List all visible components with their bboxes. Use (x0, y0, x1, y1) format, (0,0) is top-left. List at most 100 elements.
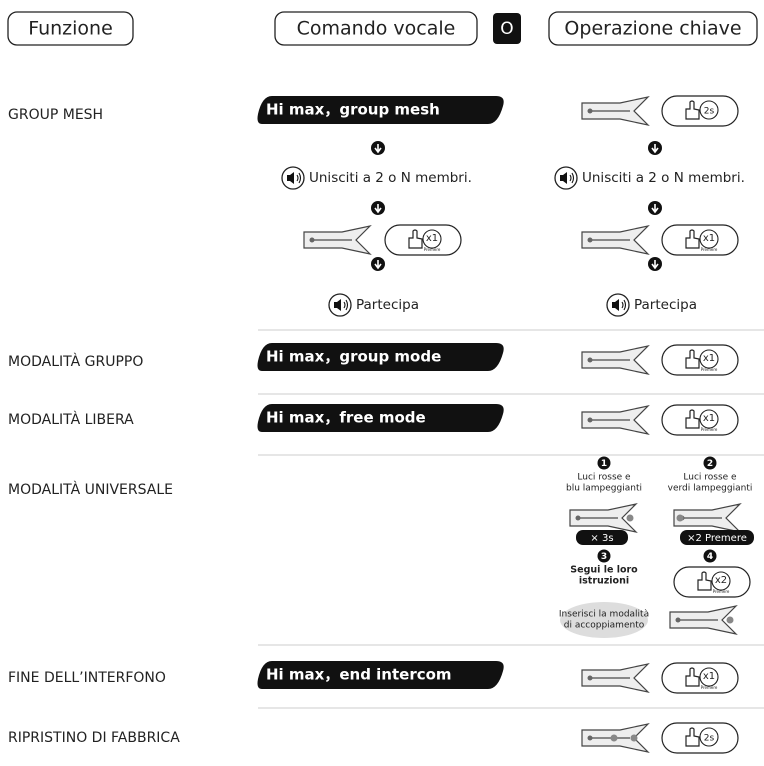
header-box (7, 11, 134, 46)
device-dot (630, 734, 638, 742)
press-circle (699, 349, 719, 369)
press-count: x1 (703, 353, 715, 364)
button-icon (661, 662, 739, 694)
hand-icon (685, 409, 700, 429)
speaker-waves (296, 172, 302, 184)
hold-label: 2s (704, 107, 715, 117)
device-led (587, 108, 593, 114)
hand-icon (685, 229, 700, 249)
pairing-text: di accoppiamento (564, 621, 645, 631)
button-icon (384, 224, 462, 256)
press-label: Premere (713, 589, 730, 594)
device-dot (726, 616, 734, 624)
arrow-down (374, 260, 382, 270)
step-number: 4 (707, 552, 713, 562)
press-count: x1 (703, 413, 715, 424)
voice-command: Hi max，group mesh (266, 101, 440, 119)
badge (576, 530, 628, 545)
speaker-icon (334, 299, 341, 311)
device-led (587, 417, 593, 423)
press-circle (699, 727, 719, 747)
device-icon (669, 604, 738, 636)
step-text: Unisciti a 2 o N membri. (582, 170, 745, 186)
device-led (587, 357, 593, 363)
speaker-waves (343, 299, 349, 311)
voice-pill (257, 404, 504, 432)
step-text: Segui le loro (570, 565, 638, 576)
press-circle (699, 100, 719, 120)
function-label: GROUP MESH (8, 107, 103, 123)
press-circle (699, 409, 719, 429)
device-led (587, 735, 593, 741)
press-label: Premere (424, 247, 441, 252)
device-icon (581, 722, 650, 754)
step-number-circle (703, 549, 717, 563)
badge-text: ×2 Premere (687, 533, 747, 544)
step-number-circle (597, 549, 611, 563)
device-icon (581, 344, 650, 376)
press-label: Premere (701, 685, 718, 690)
speaker-icon (612, 299, 619, 311)
voice-pill (257, 661, 504, 689)
press-circle (422, 229, 442, 249)
button-icon (661, 722, 739, 754)
step-text: istruzioni (579, 576, 629, 587)
function-label: RIPRISTINO DI FABBRICA (8, 730, 180, 746)
press-circle (699, 667, 719, 687)
or-box (493, 13, 521, 44)
press-label: Premere (701, 427, 718, 432)
button-icon (673, 566, 751, 598)
device-dot (676, 514, 684, 522)
step-number: 2 (707, 459, 713, 469)
voice-pill (257, 96, 504, 124)
voice-command: Hi max，group mode (266, 348, 441, 366)
badge-text: × 3s (590, 533, 613, 544)
step-number: 3 (601, 552, 607, 562)
function-label: FINE DELL’INTERFONO (8, 670, 166, 686)
device-led (309, 237, 315, 243)
speaker-icon (287, 172, 294, 184)
hold-label: 2s (704, 734, 715, 744)
pairing-highlight (560, 602, 648, 638)
header-function: Funzione (28, 18, 113, 40)
hand-icon (685, 100, 700, 120)
step-number-circle (597, 456, 611, 470)
voice-command: Hi max，free mode (266, 409, 426, 427)
hand-icon (685, 727, 700, 747)
device-dot (610, 734, 618, 742)
arrow-down (651, 260, 659, 270)
step-text: Partecipa (356, 297, 419, 313)
button-icon (661, 404, 739, 436)
device-led (587, 237, 593, 243)
header-box (274, 11, 478, 46)
press-circle (699, 229, 719, 249)
speaker-icon (560, 172, 567, 184)
step-number-circle (703, 456, 717, 470)
step-text: Luci rosse e (577, 473, 631, 483)
function-label: MODALITÀ UNIVERSALE (8, 481, 173, 498)
press-count: x1 (426, 233, 438, 244)
voice-command: Hi max，end intercom (266, 666, 452, 684)
function-label: MODALITÀ GRUPPO (8, 353, 143, 370)
device-icon (303, 224, 372, 256)
press-count: x1 (703, 671, 715, 682)
button-icon (661, 95, 739, 127)
device-icon (581, 95, 650, 127)
step-text: verdi lampeggianti (668, 484, 753, 494)
device-led (587, 675, 593, 681)
hand-icon (685, 349, 700, 369)
device-led (675, 617, 681, 623)
press-circle (711, 571, 731, 591)
device-icon (581, 662, 650, 694)
voice-pill (257, 343, 504, 371)
button-icon (661, 224, 739, 256)
press-count: x2 (715, 575, 727, 586)
device-icon (569, 502, 638, 534)
speaker-waves (569, 172, 575, 184)
arrow-down (651, 144, 659, 154)
press-label: Premere (701, 247, 718, 252)
hand-icon (408, 229, 423, 249)
step-number: 1 (601, 459, 607, 469)
device-icon (673, 502, 742, 534)
step-text: Partecipa (634, 297, 697, 313)
